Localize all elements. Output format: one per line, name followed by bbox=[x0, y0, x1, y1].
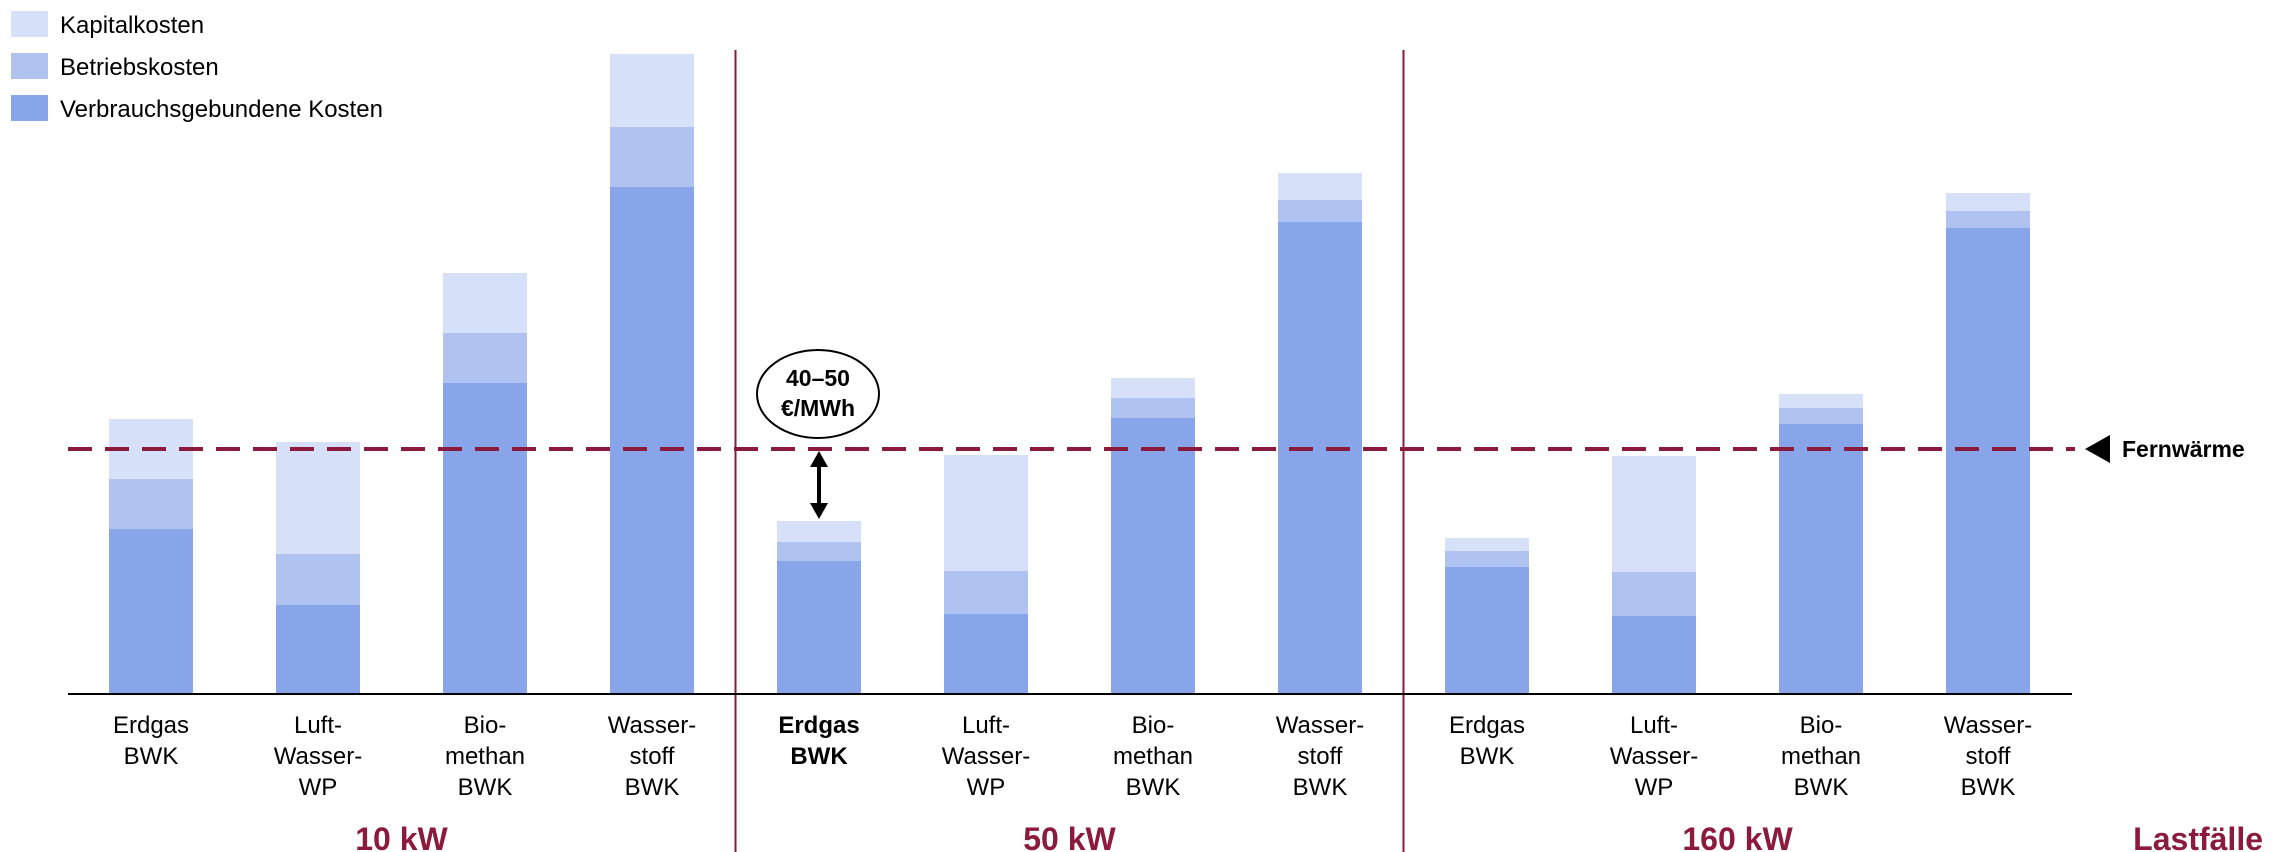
tick-label-g3-b4-line2: stoff bbox=[1966, 743, 2011, 770]
bar-segment-betriebskosten-g1-b2 bbox=[276, 554, 360, 605]
legend: Kapitalkosten Betriebskosten Verbrauchsgeb… bbox=[11, 11, 383, 123]
tick-label-g3-b3-line3: BWK bbox=[1794, 774, 1849, 801]
tick-label-g1-b4-line1: Wasser- bbox=[608, 712, 696, 739]
tick-label-g2-b4-line2: stoff bbox=[1298, 743, 1343, 770]
tick-label-g1-b2-line3: WP bbox=[299, 774, 338, 801]
tick-label-g2-b3-line1: Bio- bbox=[1132, 712, 1175, 739]
tick-label-g2-b2-line1: Luft- bbox=[962, 712, 1010, 739]
tick-label-g3-b2-line2: Wasser- bbox=[1610, 743, 1698, 770]
tick-label-g3-b2-line3: WP bbox=[1635, 774, 1674, 801]
group-label-2: 50 kW bbox=[1023, 821, 1116, 852]
tick-label-g3-b3-line2: methan bbox=[1781, 743, 1861, 770]
tick-label-g1-b3-line1: Bio- bbox=[464, 712, 507, 739]
category-tick-labels: Erdgas BWK Luft- Wasser- WP Bio-methan BWK Wass… bbox=[113, 712, 2032, 801]
reference-line-arrow-icon bbox=[2085, 435, 2110, 463]
tick-label-g3-b1-line2: BWK bbox=[1460, 743, 1515, 770]
legend-swatch-1 bbox=[11, 11, 48, 37]
bar-segment-verbrauchsgebundene-kosten-g2-b1 bbox=[777, 561, 861, 694]
bar-segment-verbrauchsgebundene-kosten-g3-b4 bbox=[1946, 228, 2030, 694]
bar-segment-betriebskosten-g3-b1 bbox=[1445, 551, 1529, 567]
tick-label-g2-b3-line3: BWK bbox=[1126, 774, 1181, 801]
gap-annotation: 40–50 €/MWh bbox=[756, 349, 880, 519]
bar-segment-kapitalkosten-g2-b1 bbox=[777, 521, 861, 542]
bar-segment-betriebskosten-g2-b3 bbox=[1111, 398, 1195, 418]
bar-segment-betriebskosten-g1-b1 bbox=[109, 479, 193, 529]
tick-label-g2-b3-line2: methan bbox=[1113, 743, 1193, 770]
tick-label-g2-b2-line3: WP bbox=[967, 774, 1006, 801]
tick-label-g1-b4-line2: stoff bbox=[630, 743, 675, 770]
bar-segment-betriebskosten-g2-b1 bbox=[777, 542, 861, 561]
group-labels: 10 kW 50 kW 160 kW bbox=[355, 821, 1793, 852]
reference-line-label: Fernwärme bbox=[2122, 436, 2245, 462]
tick-label-g3-b4-line3: BWK bbox=[1961, 774, 2016, 801]
tick-label-g3-b4-line1: Wasser- bbox=[1944, 712, 2032, 739]
bar-segment-kapitalkosten-g1-b4 bbox=[610, 54, 694, 127]
bar-segment-kapitalkosten-g3-b4 bbox=[1946, 193, 2030, 211]
tick-label-g1-b2-line2: Wasser- bbox=[274, 743, 362, 770]
bar-segment-betriebskosten-g3-b4 bbox=[1946, 211, 2030, 228]
bar-segment-betriebskosten-g2-b4 bbox=[1278, 200, 1362, 222]
bar-segment-kapitalkosten-g2-b3 bbox=[1111, 378, 1195, 398]
legend-label-2: Betriebskosten bbox=[60, 54, 219, 81]
bar-segment-betriebskosten-g3-b2 bbox=[1612, 572, 1696, 616]
bar-segment-verbrauchsgebundene-kosten-g1-b3 bbox=[443, 383, 527, 694]
bar-segment-betriebskosten-g2-b2 bbox=[944, 571, 1028, 614]
legend-label-3: Verbrauchsgebundene Kosten bbox=[60, 96, 383, 123]
tick-label-g3-b2-line1: Luft- bbox=[1630, 712, 1678, 739]
group-label-1: 10 kW bbox=[355, 821, 448, 852]
tick-label-g2-b1-line2: BWK bbox=[790, 743, 848, 770]
bar-segment-verbrauchsgebundene-kosten-g1-b4 bbox=[610, 187, 694, 694]
tick-label-g1-b4-line3: BWK bbox=[625, 774, 680, 801]
bar-segment-verbrauchsgebundene-kosten-g1-b2 bbox=[276, 605, 360, 694]
tick-label-g1-b1-line2: BWK bbox=[124, 743, 179, 770]
tick-label-g1-b2-line1: Luft- bbox=[294, 712, 342, 739]
tick-label-g2-b4-line3: BWK bbox=[1293, 774, 1348, 801]
bar-segments bbox=[109, 54, 2030, 694]
bar-segment-verbrauchsgebundene-kosten-g2-b4 bbox=[1278, 222, 1362, 694]
bar-segment-kapitalkosten-g1-b3 bbox=[443, 273, 527, 333]
tick-label-g3-b1-line1: Erdgas bbox=[1449, 712, 1525, 739]
bar-segment-verbrauchsgebundene-kosten-g2-b2 bbox=[944, 614, 1028, 694]
annotation-text-line2: €/MWh bbox=[781, 395, 855, 421]
annotation-text-line1: 40–50 bbox=[786, 365, 850, 391]
bar-segment-betriebskosten-g1-b4 bbox=[610, 127, 694, 187]
tick-label-g1-b3-line3: BWK bbox=[458, 774, 513, 801]
tick-label-g2-b1-line1: Erdgas bbox=[778, 712, 859, 739]
bar-segment-betriebskosten-g3-b3 bbox=[1779, 408, 1863, 424]
bar-segment-verbrauchsgebundene-kosten-g2-b3 bbox=[1111, 418, 1195, 694]
tick-label-g2-b2-line2: Wasser- bbox=[942, 743, 1030, 770]
tick-label-g1-b3-line2: methan bbox=[445, 743, 525, 770]
bar-segment-kapitalkosten-g2-b2 bbox=[944, 455, 1028, 571]
legend-label-1: Kapitalkosten bbox=[60, 12, 204, 39]
bar-segment-verbrauchsgebundene-kosten-g3-b3 bbox=[1779, 424, 1863, 694]
gap-arrow-up-icon bbox=[810, 451, 828, 467]
group-label-3: 160 kW bbox=[1682, 821, 1793, 852]
bar-segment-betriebskosten-g1-b3 bbox=[443, 333, 527, 383]
annotation-ellipse bbox=[756, 349, 880, 439]
bar-segment-kapitalkosten-g1-b2 bbox=[276, 442, 360, 554]
legend-swatch-2 bbox=[11, 53, 48, 79]
bar-segment-verbrauchsgebundene-kosten-g1-b1 bbox=[109, 529, 193, 694]
bar-segment-kapitalkosten-g3-b2 bbox=[1612, 456, 1696, 572]
tick-label-g3-b3-line1: Bio- bbox=[1800, 712, 1843, 739]
bar-segment-verbrauchsgebundene-kosten-g3-b1 bbox=[1445, 567, 1529, 694]
bar-segment-kapitalkosten-g3-b1 bbox=[1445, 538, 1529, 551]
legend-swatch-3 bbox=[11, 95, 48, 121]
bar-segment-kapitalkosten-g2-b4 bbox=[1278, 173, 1362, 200]
tick-label-g1-b1-line1: Erdgas bbox=[113, 712, 189, 739]
axis-title-lastfaelle: Lastfälle bbox=[2133, 821, 2263, 852]
gap-arrow-down-icon bbox=[810, 503, 828, 519]
bar-segment-kapitalkosten-g3-b3 bbox=[1779, 394, 1863, 408]
tick-label-g2-b4-line1: Wasser- bbox=[1276, 712, 1364, 739]
bar-segment-verbrauchsgebundene-kosten-g3-b2 bbox=[1612, 616, 1696, 694]
